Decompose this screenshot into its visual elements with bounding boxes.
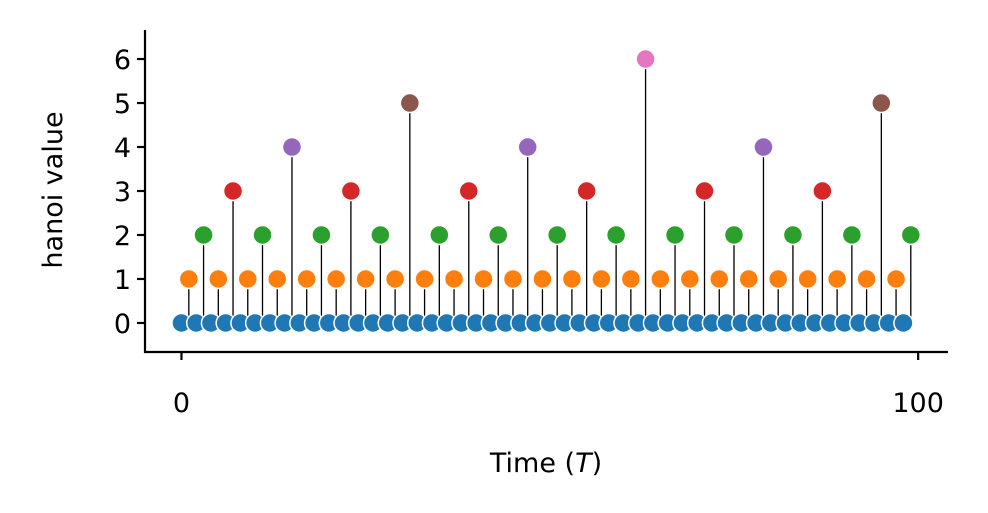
point: [178, 268, 200, 290]
point: [325, 268, 347, 290]
y-tick-label: 1: [114, 265, 131, 296]
point: [561, 268, 583, 290]
point: [635, 48, 656, 70]
point: [208, 268, 229, 290]
point: [738, 268, 759, 290]
point: [782, 224, 804, 246]
point: [311, 224, 332, 246]
point: [723, 224, 745, 246]
x-axis-label-part: T: [575, 448, 594, 479]
y-tick-label: 4: [114, 133, 131, 164]
x-axis-label-part: Time (: [489, 448, 575, 479]
point: [384, 268, 406, 290]
point: [237, 268, 259, 290]
point: [767, 268, 789, 290]
point: [266, 268, 288, 290]
point: [826, 268, 848, 290]
y-axis-label: hanoi value: [38, 111, 69, 268]
point: [487, 224, 509, 246]
point: [591, 268, 612, 290]
point: [532, 268, 553, 290]
point: [355, 268, 376, 290]
point: [429, 224, 450, 246]
y-tick-label: 3: [114, 177, 131, 208]
point: [502, 268, 524, 290]
x-axis-label-part: ): [592, 448, 603, 479]
y-tick-label: 6: [114, 45, 131, 76]
y-tick-label: 0: [114, 309, 131, 340]
point: [871, 92, 892, 114]
point: [399, 92, 421, 114]
point: [281, 136, 303, 158]
point: [856, 268, 877, 290]
point: [546, 224, 568, 246]
point: [664, 224, 686, 246]
point: [709, 268, 730, 290]
x-axis-label: Time (T): [489, 448, 602, 479]
point: [414, 268, 435, 290]
point: [679, 268, 701, 290]
point: [296, 268, 317, 290]
point: [893, 312, 914, 334]
point: [900, 224, 922, 246]
point: [193, 224, 214, 246]
point: [753, 136, 774, 158]
point: [473, 268, 494, 290]
point: [885, 268, 907, 290]
y-tick-label: 2: [114, 221, 131, 252]
point: [650, 268, 671, 290]
point: [694, 180, 715, 202]
point: [605, 224, 627, 246]
x-tick-label: 0: [173, 388, 190, 419]
point: [443, 268, 465, 290]
point: [517, 136, 538, 158]
point: [458, 180, 480, 202]
point: [222, 180, 244, 202]
point: [841, 224, 863, 246]
point: [812, 180, 833, 202]
point: [797, 268, 818, 290]
y-tick-label: 5: [114, 89, 131, 120]
point: [370, 224, 391, 246]
point: [340, 180, 362, 202]
point: [576, 180, 597, 202]
point: [620, 268, 642, 290]
point: [252, 224, 273, 246]
x-tick-label: 100: [892, 388, 944, 419]
